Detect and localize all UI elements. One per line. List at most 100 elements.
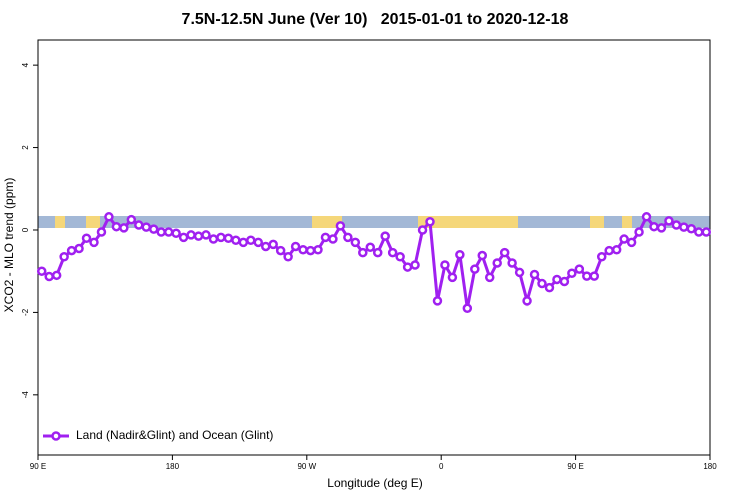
data-point: [641, 212, 652, 222]
plot-frame: [37, 39, 711, 456]
data-point: [238, 237, 249, 248]
data-point: [462, 303, 473, 314]
data-point: [596, 252, 607, 262]
data-point: [178, 232, 189, 243]
data-point: [559, 276, 570, 287]
x-tick-label: 90 E: [567, 462, 583, 471]
data-point: [253, 237, 264, 248]
x-tick-label: 90 W: [297, 462, 316, 471]
y-tick-label: -2: [21, 308, 30, 316]
data-point: [208, 234, 219, 244]
data-point: [186, 230, 196, 240]
x-tick-label: 0: [439, 462, 444, 471]
data-point: [66, 245, 77, 256]
legend-label: Land (Nadir&Glint) and Ocean (Glint): [76, 428, 273, 442]
data-point: [231, 235, 241, 246]
data-point: [380, 231, 390, 241]
data-point: [470, 264, 480, 274]
data-point: [499, 247, 510, 258]
data-point: [410, 260, 420, 270]
data-point: [649, 221, 659, 232]
data-point: [201, 230, 211, 240]
data-point: [283, 252, 293, 262]
data-point: [134, 220, 144, 230]
data-point: [694, 227, 704, 237]
data-point: [275, 245, 286, 256]
data-point: [589, 271, 600, 281]
data-point: [305, 245, 316, 256]
data-point: [223, 233, 234, 243]
data-point: [537, 278, 547, 289]
data-point: [679, 222, 689, 232]
data-point: [268, 239, 278, 250]
data-point: [417, 225, 428, 235]
data-point: [440, 260, 450, 270]
data-point: [402, 262, 413, 272]
y-tick-label: 4: [21, 62, 30, 67]
data-point: [74, 243, 84, 254]
data-point: [171, 228, 181, 239]
data-point: [656, 223, 667, 233]
data-point: [611, 245, 622, 255]
data-point: [552, 274, 562, 285]
data-point: [671, 220, 682, 230]
y-tick-label: -4: [21, 391, 30, 399]
data-point: [686, 223, 697, 234]
data-point: [514, 267, 525, 278]
data-point: [455, 249, 465, 260]
land-ocean-band: [38, 216, 710, 228]
data-point: [148, 224, 159, 234]
data-point: [104, 212, 114, 222]
data-point: [246, 235, 256, 246]
data-point: [51, 270, 62, 281]
x-tick-label: 180: [703, 462, 717, 471]
data-point: [567, 268, 577, 279]
data-point: [343, 232, 353, 243]
data-point: [365, 242, 376, 253]
data-line: [40, 213, 707, 309]
data-point: [492, 258, 502, 268]
data-point: [193, 231, 204, 241]
data-point: [290, 241, 301, 252]
x-tick-label: 180: [166, 462, 180, 471]
chart-title: 7.5N-12.5N June (Ver 10) 2015-01-01 to 2…: [182, 11, 569, 28]
y-axis-label: XCO2 - MLO trend (ppm): [2, 178, 16, 313]
data-point: [484, 272, 495, 283]
data-point: [387, 247, 398, 258]
data-point: [634, 227, 644, 237]
data-point: [432, 296, 443, 306]
legend-marker: [51, 431, 61, 441]
data-point: [626, 237, 637, 248]
y-tick-label: 0: [21, 227, 30, 232]
data-point: [156, 227, 166, 237]
data-point: [425, 216, 435, 227]
data-point: [544, 282, 555, 293]
data-point: [313, 245, 323, 255]
data-point: [395, 252, 405, 262]
data-point: [59, 252, 69, 262]
y-tick-label: 2: [21, 145, 30, 150]
x-axis-label: Longitude (deg E): [327, 476, 422, 490]
data-point: [507, 258, 517, 268]
data-point: [328, 234, 338, 244]
x-tick-label: 90 E: [30, 462, 46, 471]
data-point: [96, 227, 107, 237]
data-point: [163, 227, 174, 237]
data-point: [111, 221, 122, 232]
data-point: [126, 214, 137, 225]
data-point: [604, 245, 614, 256]
data-point: [358, 247, 368, 258]
data-point: [298, 245, 308, 255]
data-point: [119, 223, 129, 233]
data-point: [89, 237, 99, 248]
data-point: [477, 250, 488, 261]
data-point: [335, 221, 346, 231]
data-point: [81, 233, 92, 243]
data-point: [44, 271, 54, 282]
data-point: [582, 271, 592, 281]
data-point: [320, 232, 331, 243]
data-point: [350, 237, 361, 248]
data-point: [664, 216, 674, 226]
data-point: [141, 222, 152, 232]
